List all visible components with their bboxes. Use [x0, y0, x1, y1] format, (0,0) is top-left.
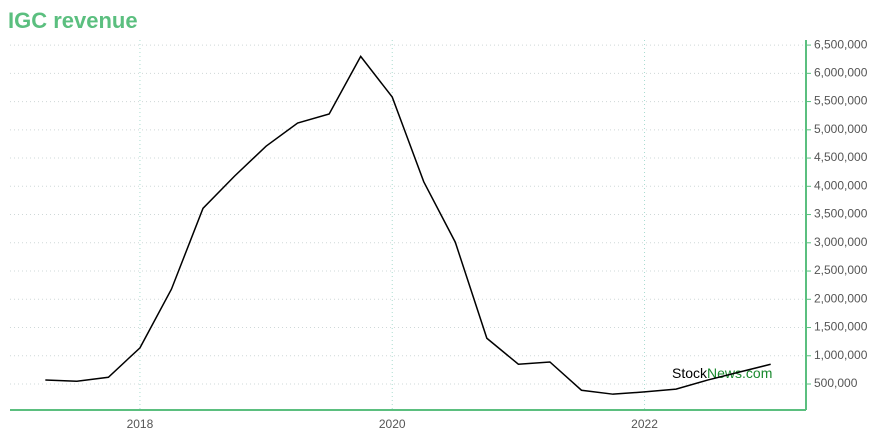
y-tick-label: 3,500,000 — [814, 207, 868, 221]
y-tick-label: 500,000 — [814, 376, 858, 390]
x-tick-label: 2020 — [379, 417, 406, 431]
y-tick-label: 5,500,000 — [814, 94, 868, 108]
y-tick-label: 4,500,000 — [814, 150, 868, 164]
x-tick-label: 2022 — [631, 417, 658, 431]
chart-title: IGC revenue — [8, 8, 138, 33]
y-tick-label: 6,000,000 — [814, 66, 868, 80]
series-line — [45, 55, 771, 395]
y-tick-label: 2,000,000 — [814, 291, 868, 305]
y-tick-label: 1,500,000 — [814, 320, 868, 334]
y-tick-label: 5,000,000 — [814, 122, 868, 136]
x-tick-label: 2018 — [127, 417, 154, 431]
watermark-part: Stock — [672, 365, 708, 381]
y-tick-label: 6,500,000 — [814, 37, 868, 51]
y-tick-label: 3,000,000 — [814, 235, 868, 249]
y-tick-label: 2,500,000 — [814, 263, 868, 277]
y-tick-label: 1,000,000 — [814, 348, 868, 362]
y-tick-label: 4,000,000 — [814, 178, 868, 192]
